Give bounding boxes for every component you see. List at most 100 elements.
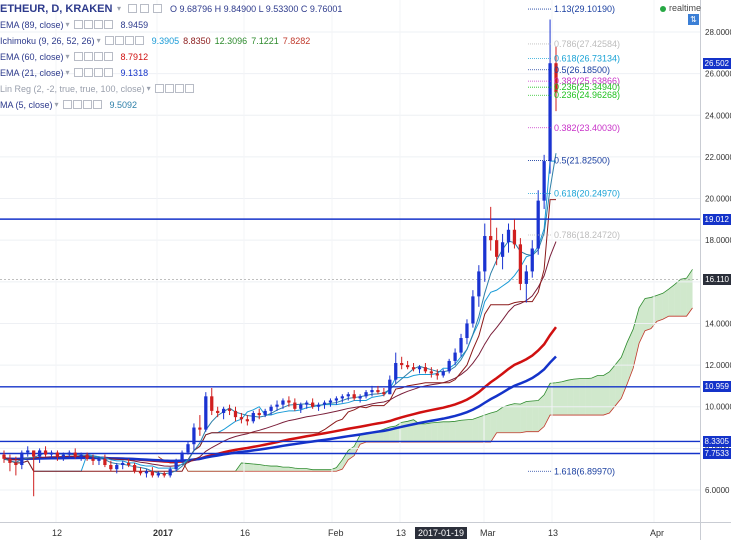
close-icon[interactable] [103,68,113,78]
candle-body [43,450,48,455]
indicator-label[interactable]: Lin Reg (2, -2, true, true, 100, close) [0,83,145,94]
chevron-down-icon[interactable]: ▾ [146,83,151,93]
close-icon[interactable] [152,4,162,14]
candle-body [2,454,6,459]
indicator-row[interactable]: EMA (60, close) ▾ 8.7912 [0,50,148,63]
eye-icon[interactable] [73,52,83,62]
candle-body [500,242,505,257]
y-tick-label: 28.0000 [705,28,731,37]
eye-icon[interactable] [154,84,164,94]
plus-icon[interactable] [93,20,103,30]
plus-icon[interactable] [174,84,184,94]
candle-body [358,396,362,399]
cloud-segment [478,415,485,443]
candle-body [204,396,208,430]
indicator-row[interactable]: Ichimoku (9, 26, 52, 26) ▾ 9.3905 8.8350 12.… [0,34,310,47]
eye-icon[interactable] [73,20,83,30]
plus-icon[interactable] [93,52,103,62]
cloud-segment [253,463,260,472]
cloud-segment [502,405,509,433]
price-tag: 19.012 [702,213,731,225]
cloud-segment [455,420,462,443]
fib-level-label: 0.5(26.18500) [554,65,610,75]
close-icon[interactable] [103,52,113,62]
x-tick-label: 13 [548,528,559,538]
indicator-row[interactable]: Lin Reg (2, -2, true, true, 100, close) ▾ [0,82,194,95]
y-tick-label: 22.0000 [705,153,731,162]
indicator-value: 9.3905 [151,35,180,46]
cloud-segment [567,379,574,416]
fib-level-label: 0.236(24.96268) [554,90,620,100]
settings-icon[interactable] [83,52,93,62]
eye-icon[interactable] [73,68,83,78]
symbol-label[interactable]: ETHEUR, D, KRAKEN [0,2,113,15]
indicator-label[interactable]: MA (5, close) [0,99,53,110]
settings-icon[interactable] [114,36,124,46]
candle-body [162,473,166,476]
fib-level-label: 0.5(21.82500) [554,156,610,166]
cloud-segment [336,459,343,472]
cloud-segment [449,421,456,443]
cloud-segment [627,329,634,384]
plus-icon[interactable] [82,100,92,110]
cloud-segment [544,383,551,427]
indicator-settings-icon[interactable]: ⇅ [688,14,699,25]
settings-icon[interactable] [83,20,93,30]
eye-icon[interactable] [104,36,114,46]
candle-body [109,465,113,470]
chevron-down-icon[interactable]: ▾ [65,19,70,29]
cloud-segment [425,422,432,443]
y-tick-label: 18.0000 [705,236,731,245]
cloud-segment [466,419,473,443]
close-icon[interactable] [134,36,144,46]
candle-body [346,394,350,397]
senkou-span-a-line [158,269,693,472]
price-tag: 16.110 [703,274,731,286]
settings-icon[interactable] [164,84,174,94]
chevron-down-icon[interactable]: ▾ [116,3,121,13]
indicator-row[interactable]: EMA (21, close) ▾ 9.1318 [0,66,148,79]
indicator-label[interactable]: EMA (60, close) [0,51,64,62]
settings-icon[interactable] [83,68,93,78]
candle-body [316,404,321,407]
cloud-segment [656,293,663,322]
indicator-value: 12.3096 [214,35,248,46]
chevron-down-icon[interactable]: ▾ [65,51,70,61]
cloud-segment [639,298,646,344]
indicator-row[interactable]: EMA (89, close) ▾ 8.9459 [0,18,148,31]
indicator-value: 8.8350 [183,35,211,46]
indicator-label[interactable]: Ichimoku (9, 26, 52, 26) [0,35,95,46]
chevron-down-icon[interactable]: ▾ [54,99,59,109]
candle-body [536,200,540,249]
candle-body [79,454,83,457]
close-icon[interactable] [92,100,102,110]
candle-body [257,412,261,416]
indicator-value: 8.7912 [120,51,149,62]
settings-icon[interactable] [140,4,150,14]
candle-body [465,323,469,339]
indicator-label[interactable]: EMA (21, close) [0,67,64,78]
eye-icon[interactable] [127,4,137,14]
cloud-segment [603,371,610,416]
candle-body [388,379,392,395]
moving-averages [3,153,558,475]
crosshair-date-label: 2017-01-19 [415,527,468,539]
candle-body [263,410,267,416]
close-icon[interactable] [103,20,113,30]
chevron-down-icon[interactable]: ▾ [65,67,70,77]
candle-body [132,465,137,472]
close-icon[interactable] [184,84,194,94]
cloud-segment [532,400,539,432]
plus-icon[interactable] [93,68,103,78]
candle-body [548,63,552,162]
candle-body [144,471,149,474]
cloud-segment [579,378,586,416]
eye-icon[interactable] [62,100,72,110]
indicator-label[interactable]: EMA (89, close) [0,19,64,30]
plus-icon[interactable] [124,36,134,46]
chevron-down-icon[interactable]: ▾ [96,35,101,45]
indicator-row[interactable]: MA (5, close) ▾ 9.5092 [0,98,137,111]
settings-icon[interactable] [72,100,82,110]
